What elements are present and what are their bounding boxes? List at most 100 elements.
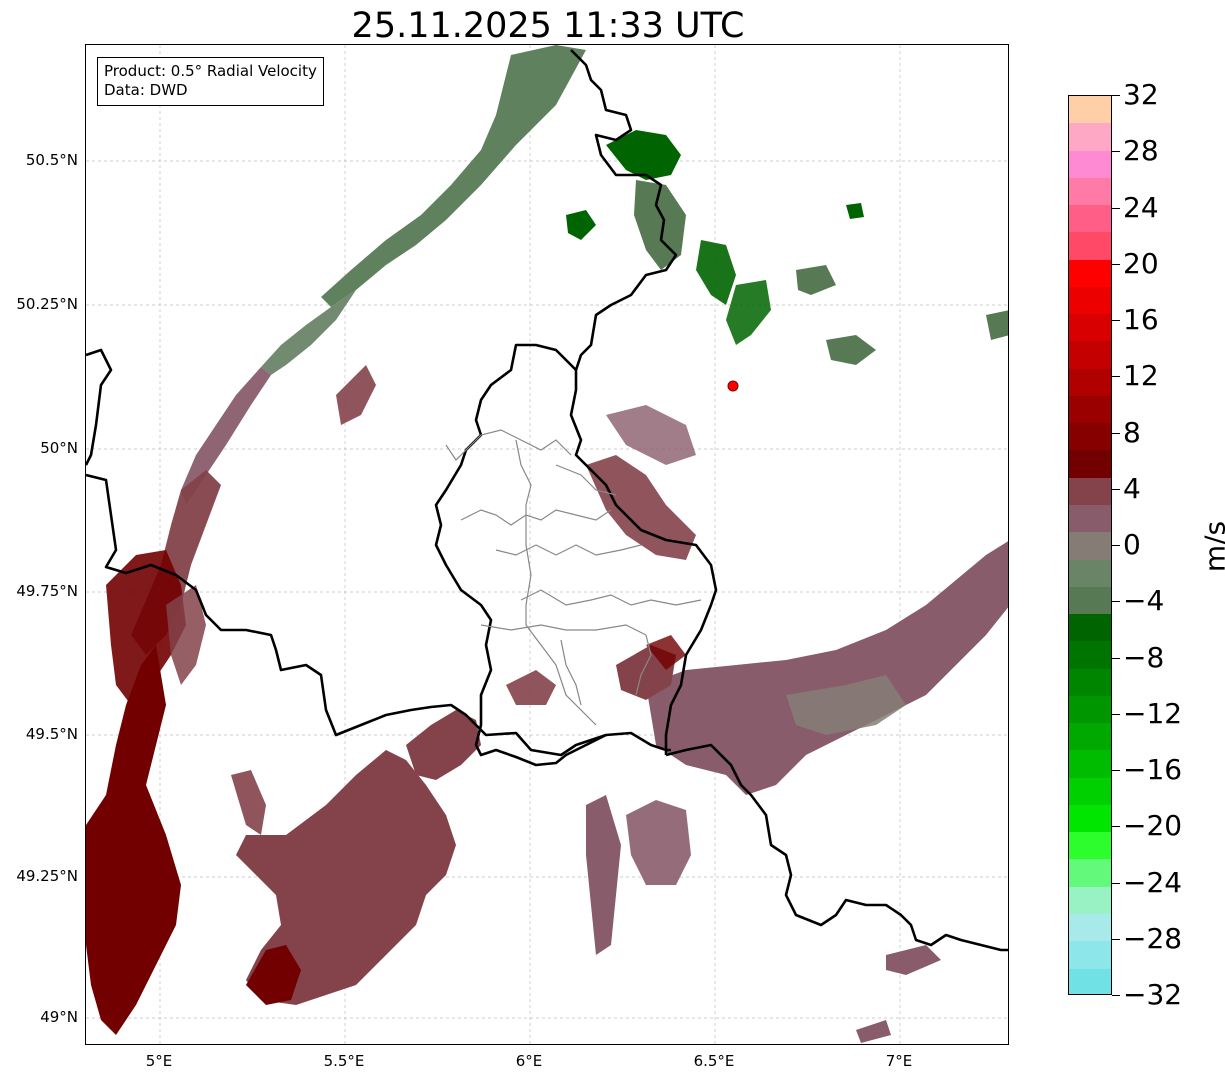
colorbar-tick bbox=[1112, 995, 1120, 996]
echo-ne-cell-g bbox=[566, 210, 596, 240]
colorbar-segment bbox=[1069, 968, 1111, 994]
echo-s-cells bbox=[506, 670, 556, 705]
colorbar-segment bbox=[1069, 395, 1111, 424]
colorbar-segment bbox=[1069, 205, 1111, 233]
colorbar-segment bbox=[1069, 614, 1111, 642]
lat-label: 50°N bbox=[40, 439, 78, 457]
colorbar-segment bbox=[1069, 504, 1111, 533]
colorbar-segment bbox=[1069, 341, 1111, 369]
map-title: 25.11.2025 11:33 UTC bbox=[351, 6, 745, 46]
colorbar-tick bbox=[1112, 320, 1120, 321]
colorbar-segment bbox=[1069, 750, 1111, 778]
echo-ne-cell-e bbox=[796, 265, 836, 295]
colorbar-tick bbox=[1112, 432, 1120, 434]
echo-e-strong bbox=[646, 635, 686, 670]
echo-center-cells bbox=[586, 455, 696, 560]
echo-e-band bbox=[646, 541, 1008, 795]
colorbar-segment bbox=[1069, 804, 1111, 833]
colorbar-segment bbox=[1069, 532, 1111, 560]
lat-label: 49.5°N bbox=[25, 725, 78, 743]
colorbar-tick bbox=[1112, 376, 1120, 378]
colorbar-tick bbox=[1112, 713, 1120, 715]
echo-w-strong bbox=[86, 645, 181, 1035]
colorbar-tick bbox=[1112, 826, 1120, 828]
echo-s-cells-2 bbox=[586, 795, 621, 955]
colorbar-tick bbox=[1112, 263, 1120, 265]
colorbar-segment bbox=[1069, 96, 1111, 124]
colorbar-tick-label: −4 bbox=[1123, 584, 1165, 618]
echo-ne-cell-f bbox=[826, 335, 876, 365]
radar-map[interactable] bbox=[85, 44, 1009, 1045]
colorbar-segment bbox=[1069, 886, 1111, 914]
echo-e-band-zero bbox=[786, 675, 906, 735]
colorbar-tick-label: −16 bbox=[1123, 753, 1183, 786]
colorbar-segment bbox=[1069, 559, 1111, 587]
colorbar-tick-label: 12 bbox=[1123, 359, 1159, 393]
echo-sw-strip bbox=[231, 770, 266, 835]
echo-ne-cell-d bbox=[726, 280, 771, 345]
radar-site-marker[interactable] bbox=[727, 380, 739, 392]
radar-echoes bbox=[86, 45, 1008, 1043]
colorbar-tick bbox=[1112, 488, 1120, 490]
product-info-box: Product: 0.5° Radial Velocity Data: DWD bbox=[97, 57, 324, 106]
colorbar-tick-label: 20 bbox=[1123, 246, 1159, 280]
colorbar-tick bbox=[1112, 95, 1120, 96]
lon-label: 7°E bbox=[885, 1052, 913, 1070]
colorbar-tick bbox=[1112, 545, 1120, 546]
lat-label: 49°N bbox=[40, 1008, 78, 1026]
colorbar-tick-label: 32 bbox=[1123, 78, 1159, 111]
colorbar-segment bbox=[1069, 641, 1111, 669]
colorbar-tick-label: −24 bbox=[1123, 865, 1183, 899]
lon-label: 5.5°E bbox=[323, 1052, 365, 1070]
colorbar-tick-label: −12 bbox=[1123, 696, 1183, 730]
product-label: Product: 0.5° Radial Velocity bbox=[104, 62, 317, 80]
colorbar-tick bbox=[1112, 938, 1120, 940]
graticule bbox=[86, 45, 1008, 1044]
colorbar-unit-label: m/s bbox=[1198, 520, 1225, 573]
lon-label: 6.5°E bbox=[693, 1052, 735, 1070]
echo-sw-strong bbox=[246, 945, 301, 1005]
colorbar-tick-label: −20 bbox=[1123, 809, 1183, 843]
colorbar-tick-label: 8 bbox=[1123, 415, 1141, 449]
echo-sw-mass bbox=[236, 750, 456, 1005]
lat-label: 49.75°N bbox=[16, 582, 78, 600]
velocity-colorbar bbox=[1068, 95, 1112, 995]
echo-se-small bbox=[886, 945, 941, 975]
echo-se-strip bbox=[856, 1020, 891, 1043]
lat-label: 50.5°N bbox=[25, 151, 78, 169]
colorbar-tick bbox=[1112, 657, 1120, 659]
colorbar-tick bbox=[1112, 882, 1120, 884]
echo-ne-small bbox=[846, 203, 864, 219]
colorbar-tick bbox=[1112, 151, 1120, 153]
colorbar-segment bbox=[1069, 913, 1111, 942]
echo-w-strong-upper bbox=[106, 550, 186, 705]
colorbar-tick-label: 28 bbox=[1123, 134, 1159, 168]
echo-nw-band-greenish bbox=[261, 290, 356, 375]
colorbar-segment bbox=[1069, 423, 1111, 451]
colorbar-segment bbox=[1069, 150, 1111, 178]
colorbar-segment bbox=[1069, 695, 1111, 724]
colorbar-tick-label: 4 bbox=[1123, 471, 1141, 505]
echo-nw-band-green bbox=[321, 45, 586, 307]
data-source-label: Data: DWD bbox=[104, 81, 188, 99]
radar-map-canvas bbox=[86, 45, 1008, 1044]
colorbar-segment bbox=[1069, 314, 1111, 342]
district-borders bbox=[445, 429, 702, 726]
echo-s-blob bbox=[406, 710, 481, 780]
echo-w-brown-strip bbox=[166, 585, 206, 685]
colorbar-tick-label: −8 bbox=[1123, 640, 1165, 674]
colorbar-tick-label: −32 bbox=[1123, 978, 1183, 1011]
colorbar-tick bbox=[1112, 770, 1120, 771]
colorbar-segment bbox=[1069, 832, 1111, 860]
echo-w-mid bbox=[336, 365, 376, 425]
colorbar-segment bbox=[1069, 941, 1111, 969]
colorbar-tick-label: −28 bbox=[1123, 921, 1183, 955]
colorbar-segment bbox=[1069, 777, 1111, 805]
colorbar-segment bbox=[1069, 259, 1111, 287]
colorbar-tick-label: 0 bbox=[1123, 528, 1141, 561]
colorbar-segment bbox=[1069, 668, 1111, 696]
echo-s-cells-3 bbox=[626, 800, 691, 885]
colorbar-segment bbox=[1069, 723, 1111, 751]
colorbar-segment bbox=[1069, 177, 1111, 206]
lat-label: 49.25°N bbox=[16, 867, 78, 885]
